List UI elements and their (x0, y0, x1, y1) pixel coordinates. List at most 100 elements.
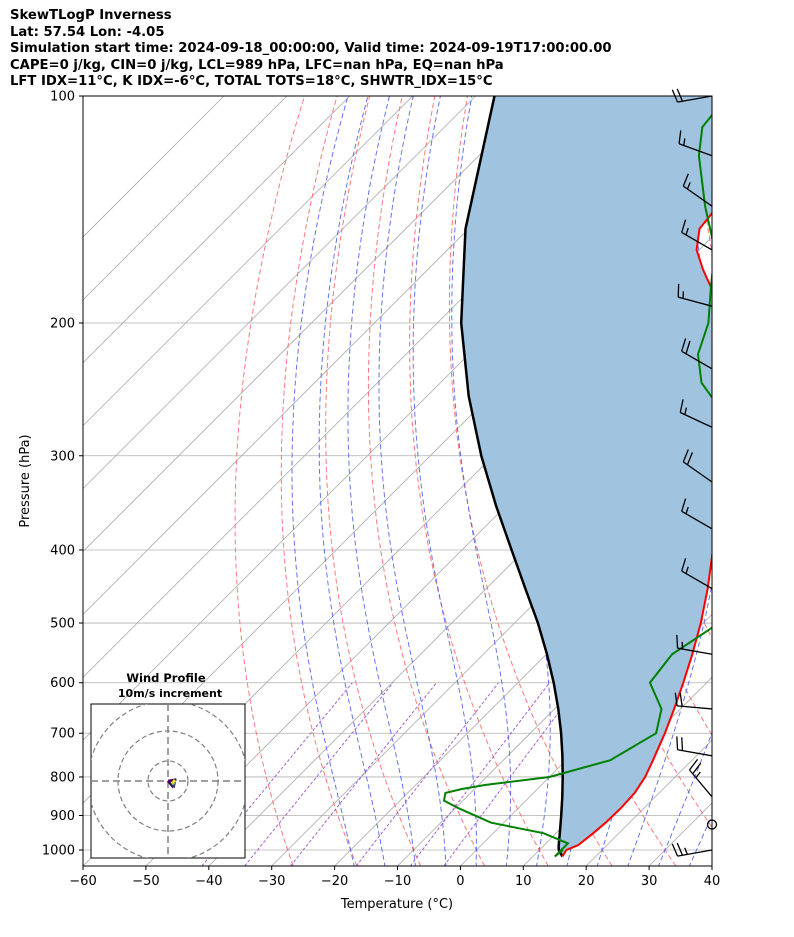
barb-shaft (678, 296, 713, 307)
title-times: Simulation start time: 2024-09-18_00:00:… (10, 41, 612, 56)
barb-flag (676, 842, 684, 856)
barb-shaft (677, 705, 713, 710)
x-tick-label: −10 (384, 874, 411, 889)
wind-barb (678, 130, 713, 157)
barb-flag (674, 692, 678, 706)
barb-half-flag (685, 227, 689, 236)
wind-barb (676, 736, 713, 757)
moist-adiabat (291, 96, 355, 866)
barb-shaft (681, 570, 713, 590)
wind-barb (676, 634, 713, 655)
barb-shaft (681, 510, 713, 530)
dry-adiabat (448, 96, 613, 866)
x-tick-label: 20 (578, 874, 595, 889)
wind-barb (688, 758, 713, 798)
isotherm-line (83, 96, 413, 427)
x-tick-label: −40 (195, 874, 222, 889)
barb-flag (679, 693, 683, 707)
barb-shaft (680, 411, 713, 428)
moist-adiabat (347, 96, 417, 866)
y-tick-label: 400 (50, 543, 75, 558)
barb-half-flag (684, 407, 688, 415)
barb-half-flag (686, 182, 691, 190)
isotherm-line (83, 96, 539, 553)
y-tick-label: 700 (50, 727, 75, 742)
barb-flag (681, 558, 687, 572)
y-tick-label: 100 (50, 90, 75, 105)
moist-adiabat (378, 96, 447, 866)
barb-shaft (681, 350, 713, 370)
barb-shaft (677, 95, 713, 103)
barb-flag (686, 452, 694, 466)
dewpoint-line (442, 113, 712, 858)
hodograph-ring (147, 760, 189, 802)
barb-shaft (681, 231, 713, 251)
barb-half-flag (685, 506, 689, 515)
dry-adiabat (367, 96, 485, 866)
barb-shaft (677, 849, 713, 857)
barb-shaft (689, 769, 713, 798)
barb-half-flag (685, 566, 689, 574)
y-tick-label: 800 (50, 770, 75, 785)
y-tick-label: 500 (50, 617, 75, 632)
chart-header: SkewTLogP Inverness Lat: 57.54 Lon: -4.0… (10, 8, 612, 91)
isotherm-line (775, 96, 794, 866)
barb-flag (676, 634, 679, 649)
mixing-ratio-line (355, 682, 499, 866)
barb-flag (678, 130, 682, 144)
x-axis-label: Temperature (°C) (340, 897, 453, 912)
wind-barb (671, 88, 713, 103)
barb-shaft (678, 143, 713, 157)
title-cape-line: CAPE=0 j/kg, CIN=0 j/kg, LCL=989 hPa, LF… (10, 57, 504, 73)
barb-half-flag (683, 138, 686, 146)
barb-half-flag (684, 847, 688, 855)
x-tick-label: −60 (69, 874, 96, 889)
barb-flag (671, 89, 679, 103)
wind-barb (681, 558, 713, 590)
moist-adiabat (720, 96, 794, 868)
mixing-ratio-line (244, 682, 394, 866)
hodograph-segment (171, 782, 174, 785)
x-tick-label: −20 (321, 874, 348, 889)
barb-flag (688, 758, 699, 771)
wind-barb (677, 283, 713, 307)
wind-barb (674, 692, 713, 710)
dry-adiabat (234, 96, 305, 866)
inset-title: Wind Profile (126, 671, 206, 685)
barb-shaft (677, 749, 713, 757)
inset-subtitle: 10m/s increment (118, 687, 222, 700)
barb-shaft (682, 185, 713, 207)
x-tick-label: 40 (704, 874, 721, 889)
y-tick-label: 600 (50, 676, 75, 691)
isotherm-line (83, 96, 476, 490)
x-tick-label: 30 (641, 874, 658, 889)
barb-flag (692, 762, 702, 775)
barb-flag (681, 498, 687, 512)
barb-flag (685, 340, 691, 354)
y-tick-label: 300 (50, 449, 75, 464)
dry-adiabat (409, 96, 549, 866)
isotherm-line (334, 488, 712, 866)
wind-barb (679, 399, 713, 428)
barb-flag (681, 737, 684, 751)
title-station: SkewTLogP Inverness (10, 8, 172, 23)
x-tick-label: −50 (132, 874, 159, 889)
dry-adiabat (325, 96, 422, 866)
cape-cin-shading (461, 96, 712, 857)
x-tick-label: 0 (456, 874, 464, 889)
barb-flag (671, 843, 679, 857)
y-axis-label: Pressure (hPa) (18, 434, 33, 527)
wind-barb (671, 842, 713, 857)
barb-flag (679, 399, 684, 413)
isotherm-line (83, 96, 288, 301)
barb-flag (681, 338, 687, 352)
barb-flag (676, 88, 684, 102)
isotherm-line (397, 550, 712, 866)
moist-adiabat (657, 731, 712, 866)
moist-adiabat (451, 96, 512, 866)
barb-shaft (682, 461, 713, 483)
barb-flag (682, 173, 689, 187)
wind-barb (681, 498, 713, 530)
x-tick-label: −30 (258, 874, 285, 889)
